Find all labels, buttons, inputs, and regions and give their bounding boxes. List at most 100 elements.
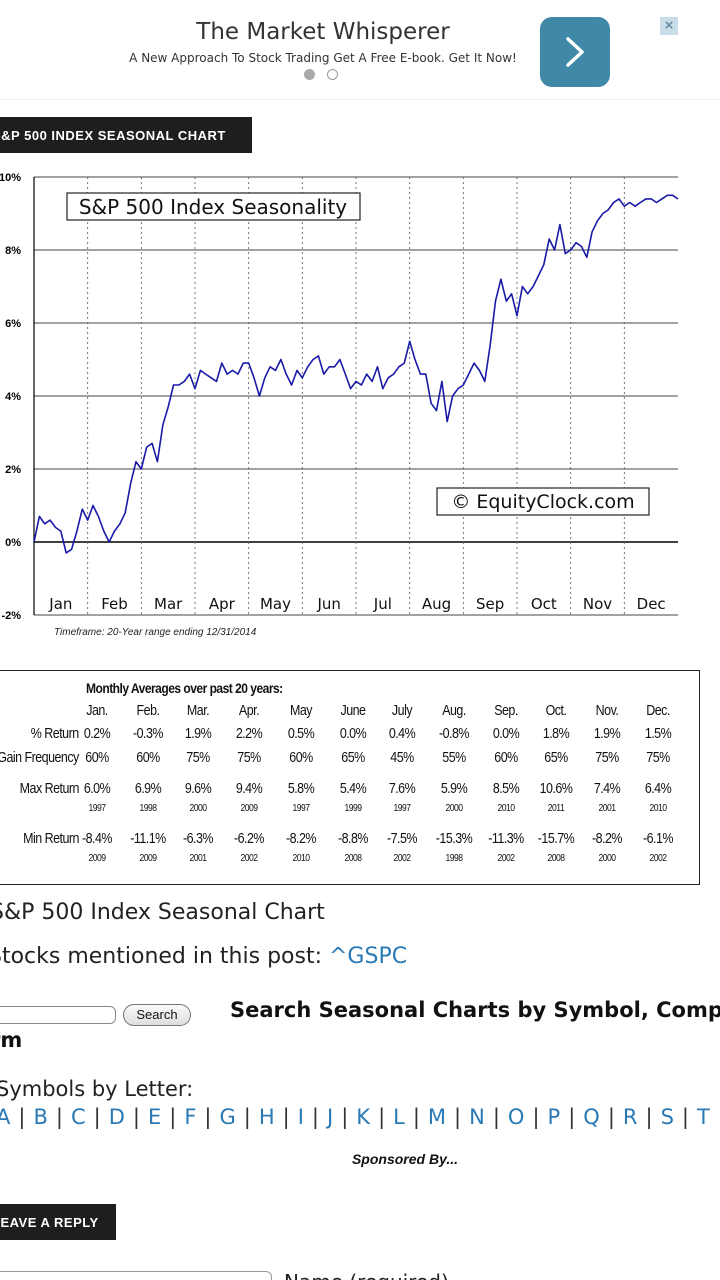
ad-banner[interactable]: The Market Whisperer A New Approach To S… <box>0 0 720 100</box>
table-cell: 1.9% <box>184 726 212 742</box>
letter-link-h[interactable]: H <box>258 1105 275 1129</box>
y-tick-label: 6% <box>5 318 21 330</box>
letter-link-k[interactable]: K <box>356 1105 371 1129</box>
table-cell: 5.4% <box>339 781 367 797</box>
stock-link-gspc[interactable]: ^GSPC <box>329 944 408 969</box>
letter-link-c[interactable]: C <box>70 1105 86 1129</box>
month-header: Mar. <box>186 703 210 719</box>
letter-link-m[interactable]: M <box>427 1105 447 1129</box>
sponsored-label: Sponsored By... <box>351 1151 459 1167</box>
table-cell: 10.6% <box>539 781 573 797</box>
letter-separator: | <box>311 1105 319 1129</box>
table-cell: -8.2% <box>285 831 317 847</box>
table-year: 2000 <box>445 803 463 814</box>
section-tag-label: S&P 500 INDEX SEASONAL CHART <box>0 128 226 143</box>
table-cell: 1.9% <box>593 726 621 742</box>
letter-link-b[interactable]: B <box>33 1105 48 1129</box>
table-year: 2008 <box>344 853 362 864</box>
month-header: Oct. <box>545 703 567 719</box>
letter-link-f[interactable]: F <box>184 1105 197 1129</box>
letter-link-a[interactable]: A <box>0 1105 11 1129</box>
letter-separator: | <box>568 1105 576 1129</box>
month-header: Nov. <box>595 703 619 719</box>
letter-separator: | <box>607 1105 615 1129</box>
table-cell: -15.3% <box>435 831 473 847</box>
letter-link-t[interactable]: T <box>696 1105 710 1129</box>
table-cell: -15.7% <box>537 831 575 847</box>
table-cell: 60% <box>85 750 109 766</box>
letter-link-o[interactable]: O <box>507 1105 525 1129</box>
close-icon[interactable]: × <box>660 17 678 35</box>
letter-separator: | <box>132 1105 140 1129</box>
table-year: 1997 <box>88 803 106 814</box>
table-year: 2008 <box>547 853 565 864</box>
month-header: Dec. <box>646 703 670 719</box>
letter-link-r[interactable]: R <box>622 1105 638 1129</box>
table-cell: -8.8% <box>337 831 369 847</box>
table-cell: 7.4% <box>593 781 621 797</box>
letter-link-g[interactable]: G <box>219 1105 236 1129</box>
table-cell: 5.9% <box>440 781 468 797</box>
row-label: Max Return <box>19 781 80 797</box>
y-tick-label: 8% <box>5 245 21 257</box>
table-year: 2010 <box>497 803 515 814</box>
letter-link-j[interactable]: J <box>327 1105 334 1129</box>
table-cell: 65% <box>544 750 568 766</box>
table-year: 1997 <box>292 803 310 814</box>
ad-go-button[interactable] <box>540 17 610 87</box>
letter-separator: | <box>18 1105 26 1129</box>
table-year: 2000 <box>189 803 207 814</box>
letter-separator: | <box>492 1105 500 1129</box>
letter-link-l[interactable]: L <box>393 1105 405 1129</box>
letter-link-p[interactable]: P <box>547 1105 561 1129</box>
table-cell: 75% <box>237 750 261 766</box>
x-tick-label: Oct <box>531 595 557 613</box>
letter-link-d[interactable]: D <box>108 1105 125 1129</box>
table-cell: -8.2% <box>591 831 623 847</box>
y-tick-label: 2% <box>5 464 21 476</box>
table-year: 2002 <box>649 853 667 864</box>
letter-link-e[interactable]: E <box>147 1105 162 1129</box>
leave-reply-tag: LEAVE A REPLY <box>0 1204 116 1240</box>
table-year: 2000 <box>598 853 616 864</box>
letters-prefix: Symbols by Letter: <box>0 1077 194 1101</box>
section-tag: S&P 500 INDEX SEASONAL CHART <box>0 117 252 153</box>
x-tick-label: Jun <box>316 595 340 613</box>
search-input[interactable] <box>0 1006 116 1024</box>
table-year: 2009 <box>240 803 258 814</box>
chart-title: S&P 500 Index Seasonality <box>79 195 347 219</box>
stocks-mentioned: Stocks mentioned in this post: ^GSPC <box>0 944 407 969</box>
letter-separator: | <box>378 1105 386 1129</box>
y-tick-label: 10% <box>0 172 21 184</box>
letter-link-i[interactable]: I <box>297 1105 304 1129</box>
ad-pager-dot[interactable] <box>327 69 338 80</box>
ad-pager-dot-active[interactable] <box>304 69 315 80</box>
table-cell: 6.4% <box>644 781 672 797</box>
ad-subtitle[interactable]: A New Approach To Stock Trading Get A Fr… <box>129 51 517 65</box>
letter-separator: | <box>681 1105 689 1129</box>
table-year: 2009 <box>88 853 106 864</box>
letter-link-n[interactable]: N <box>469 1105 485 1129</box>
month-header: May <box>289 703 313 719</box>
letter-link-q[interactable]: Q <box>583 1105 600 1129</box>
watermark-box <box>436 487 650 516</box>
table-year: 2002 <box>393 853 411 864</box>
row-label: Gain Frequency <box>0 750 80 766</box>
search-button[interactable]: Search <box>123 1004 191 1026</box>
ad-title[interactable]: The Market Whisperer <box>196 19 450 45</box>
table-cell: 9.4% <box>235 781 263 797</box>
table-cell: 60% <box>289 750 313 766</box>
table-year: 2002 <box>240 853 258 864</box>
letter-link-s[interactable]: S <box>660 1105 674 1129</box>
table-year: 1998 <box>139 803 157 814</box>
y-tick-label: -2% <box>1 610 21 622</box>
table-year: 1998 <box>445 853 463 864</box>
table-cell: 75% <box>646 750 670 766</box>
table-cell: -6.1% <box>642 831 674 847</box>
symbols-by-letter: Symbols by Letter: A | B | C | D | E | F | G | H | I | J | K… <box>0 1075 720 1131</box>
name-input[interactable] <box>0 1271 272 1280</box>
letter-separator: | <box>341 1105 349 1129</box>
watermark-text: © EquityClock.com <box>451 491 634 513</box>
chevron-right-icon <box>566 37 584 67</box>
x-tick-label: Apr <box>209 595 236 613</box>
